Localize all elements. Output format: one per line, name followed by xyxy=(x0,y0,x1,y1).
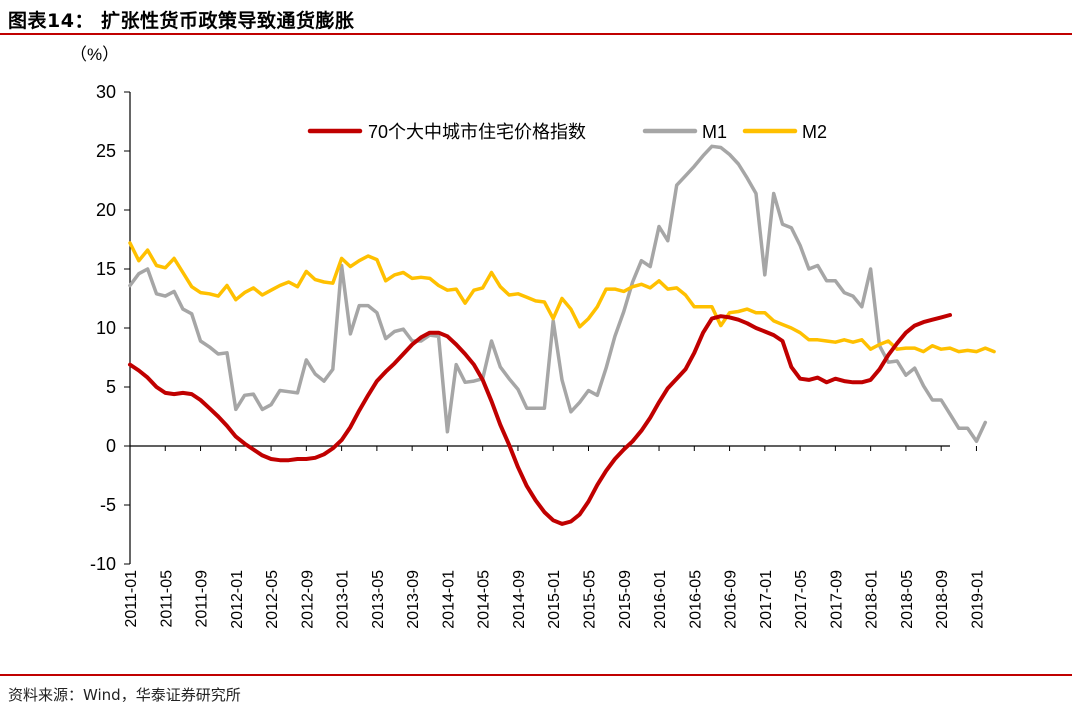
x-tick-label: 2015-09 xyxy=(617,570,634,629)
x-tick-label: 2018-01 xyxy=(864,570,881,629)
chart-axes: -10 -5 0 5 10 15 20 25 30 2011-01 2011-05 2011-09 20… xyxy=(90,82,986,629)
x-tick-label: 2016-01 xyxy=(652,570,669,629)
x-tick-label: 2019-01 xyxy=(969,570,986,629)
x-tick-label: 2017-09 xyxy=(828,570,845,629)
series-line-m2 xyxy=(128,241,996,354)
x-tick-label: 2017-05 xyxy=(793,570,810,629)
figure-title: 图表14： 扩张性货币政策导致通货膨胀 xyxy=(8,10,355,32)
y-tick-label: 30 xyxy=(96,82,116,102)
series-line-house-price-index xyxy=(128,313,952,526)
x-tick-label: 2016-05 xyxy=(687,570,704,629)
x-tick-label: 2016-09 xyxy=(723,570,740,629)
x-tick-label: 2013-05 xyxy=(370,570,387,629)
source-note: 资料来源：Wind，华泰证券研究所 xyxy=(8,686,241,704)
x-tick-label: 2011-09 xyxy=(194,570,211,628)
bottom-divider xyxy=(0,674,1072,676)
series-line-m1 xyxy=(128,144,988,444)
legend-label: 70个大中城市住宅价格指数 xyxy=(368,122,586,142)
x-tick-label: 2012-09 xyxy=(299,570,316,629)
y-tick-label: -10 xyxy=(90,554,116,574)
x-tick-label: 2018-09 xyxy=(934,570,951,629)
legend-label: M2 xyxy=(802,122,827,142)
x-tick-label: 2017-01 xyxy=(758,570,775,629)
top-divider xyxy=(0,33,1072,35)
x-tick-label: 2018-05 xyxy=(899,570,916,629)
x-tick-label: 2014-09 xyxy=(511,570,528,629)
y-axis-unit-label: （%） xyxy=(70,45,119,64)
x-tick-label: 2013-09 xyxy=(405,570,422,629)
x-tick-label: 2012-01 xyxy=(229,570,246,629)
y-tick-label: 25 xyxy=(96,141,116,161)
x-tick-label: 2011-01 xyxy=(123,570,140,628)
x-tick-label: 2014-05 xyxy=(476,570,493,629)
y-tick-label: 0 xyxy=(106,436,116,456)
y-tick-label: 10 xyxy=(96,318,116,338)
y-tick-label: -5 xyxy=(100,495,116,515)
x-tick-label: 2015-01 xyxy=(546,570,563,629)
x-tick-label: 2013-01 xyxy=(335,570,352,629)
x-tick-label: 2015-05 xyxy=(581,570,598,629)
x-tick-label: 2012-05 xyxy=(264,570,281,629)
chart-legend: 70个大中城市住宅价格指数 M1 M2 xyxy=(307,122,827,142)
legend-label: M1 xyxy=(702,122,727,142)
y-tick-label: 5 xyxy=(106,377,116,397)
y-tick-label: 20 xyxy=(96,200,116,220)
x-tick-label: 2011-05 xyxy=(158,570,175,628)
x-tick-label: 2014-01 xyxy=(440,570,457,629)
chart-series xyxy=(128,144,996,526)
y-tick-label: 15 xyxy=(96,259,116,279)
